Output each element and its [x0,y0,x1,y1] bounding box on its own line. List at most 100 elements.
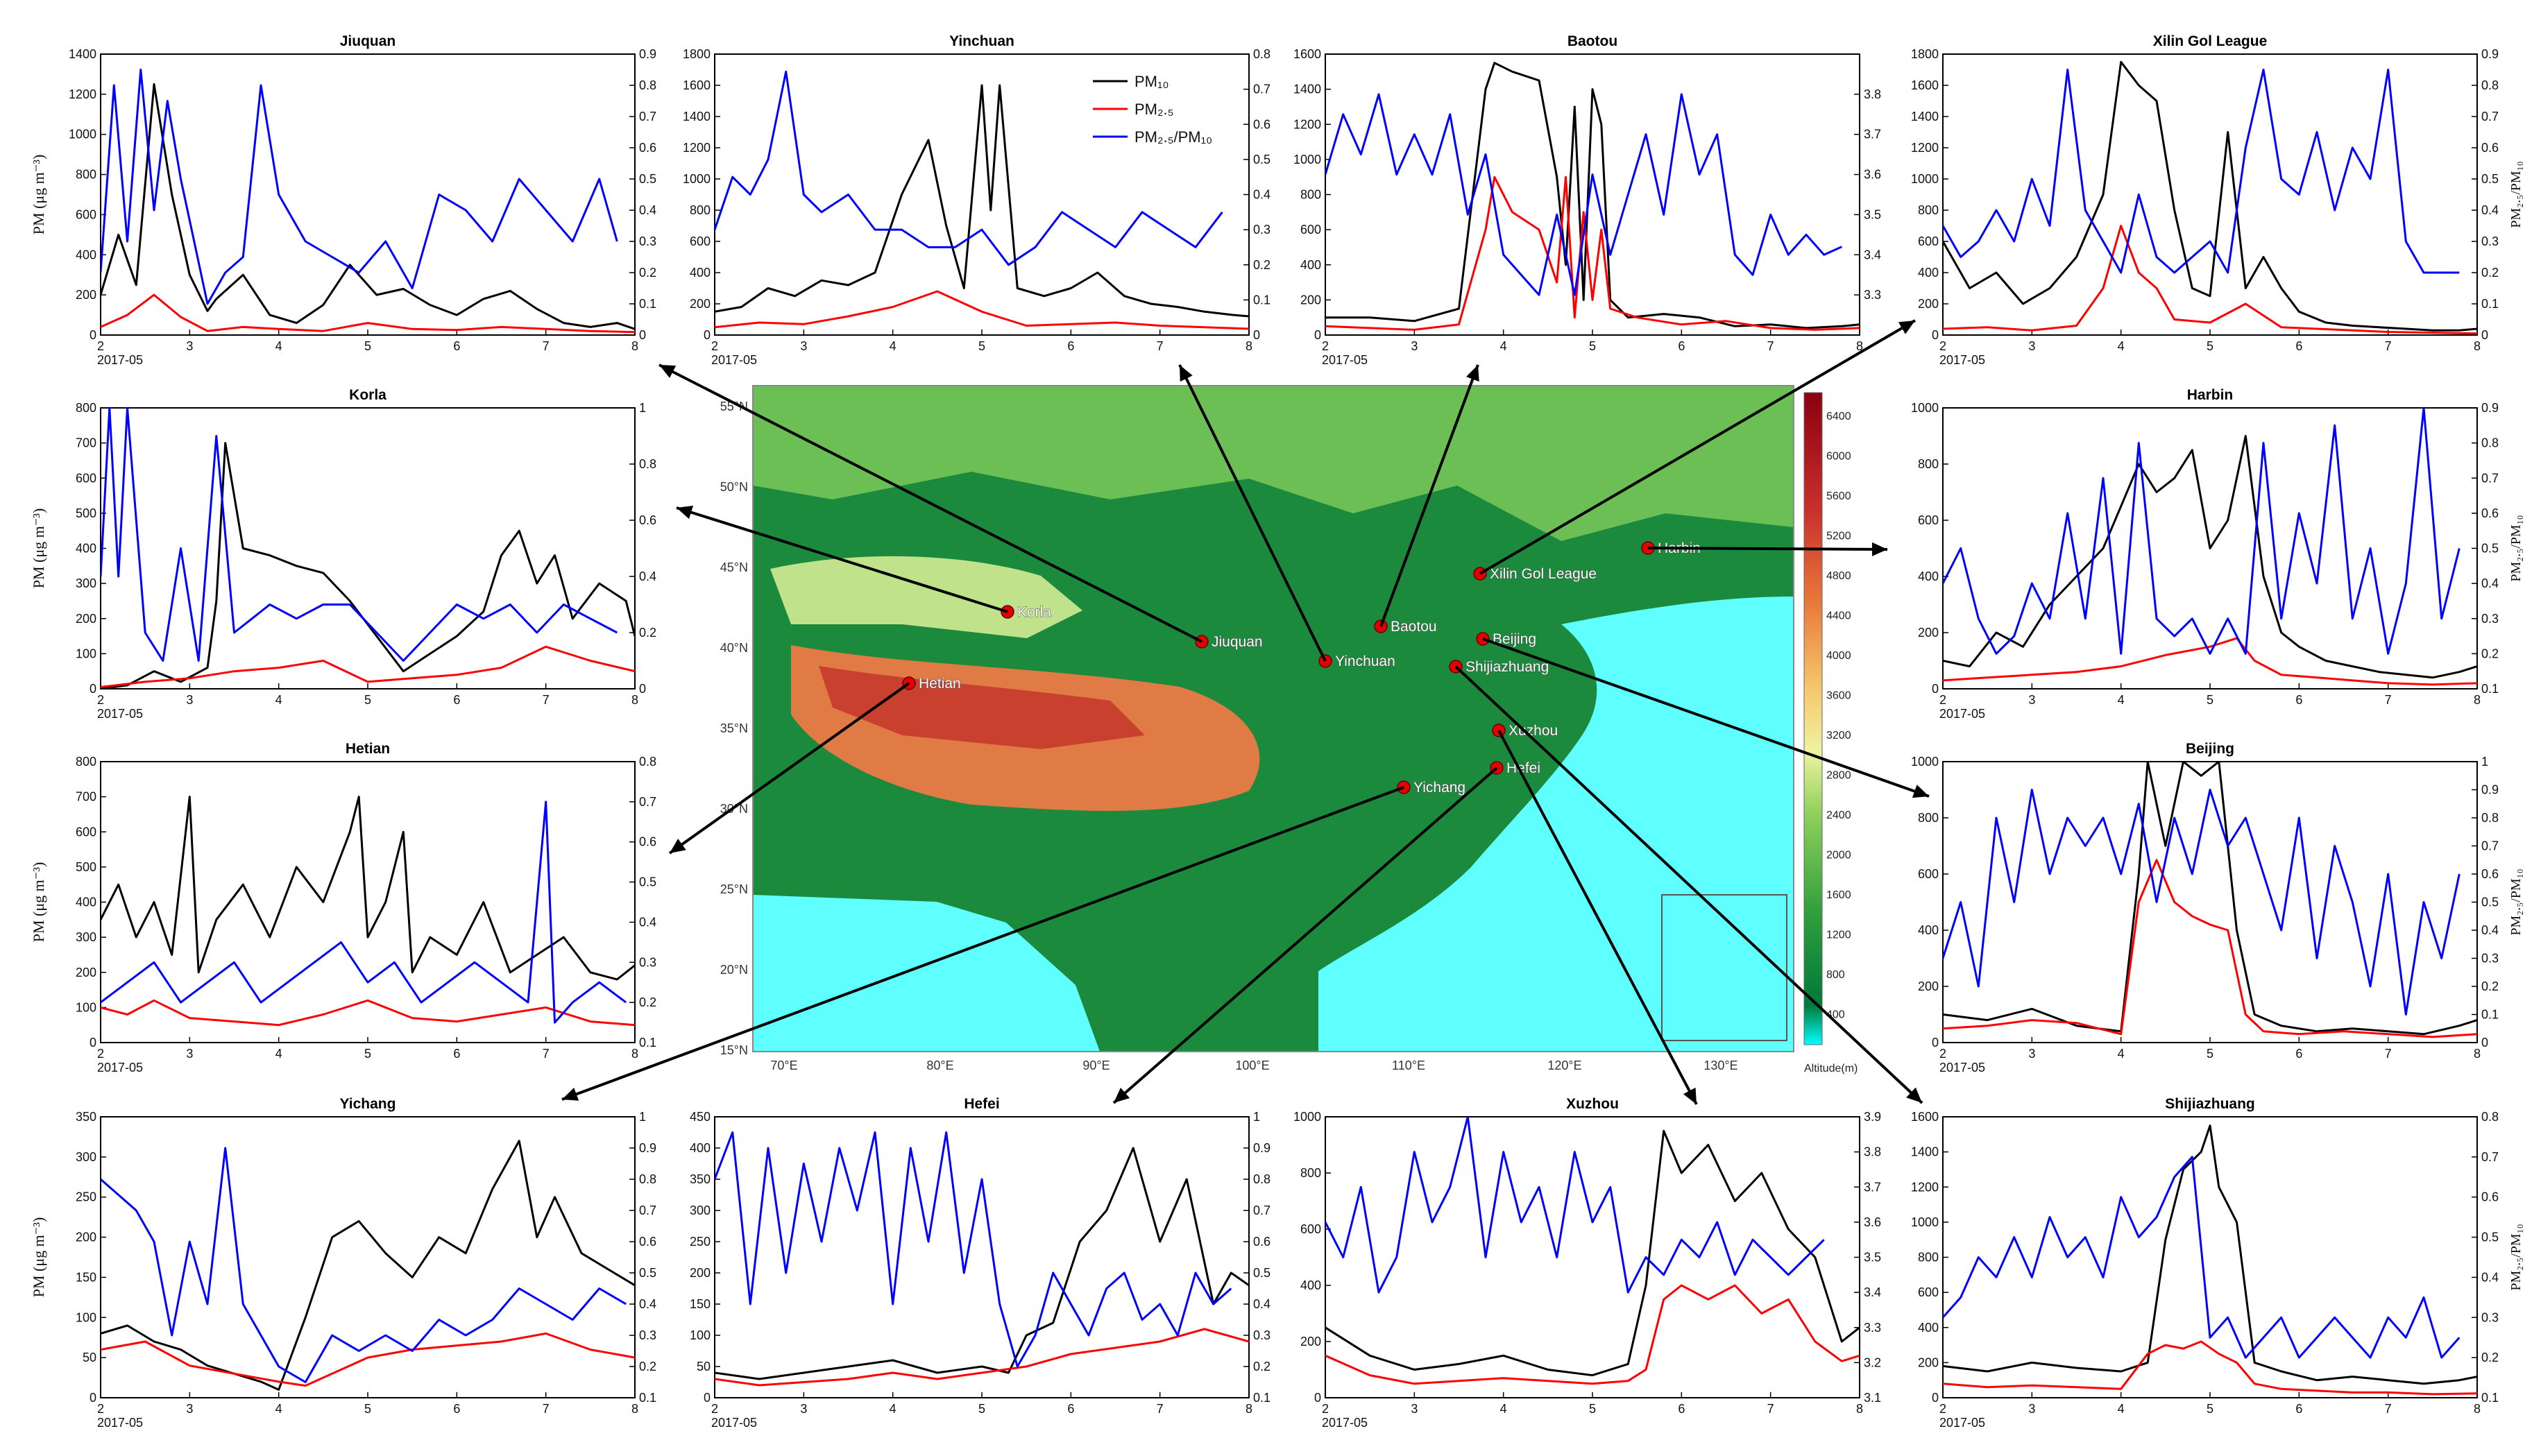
panel-jiuquan-y2tick-label: 0.3 [639,234,656,248]
panel-jiuquan-ytick-label: 1200 [69,87,96,101]
panel-baotou-y2tick-label: 3.5 [1864,207,1881,221]
panel-xuzhou: Xuzhou 2 3 4 5 6 7 8 2017-050 200 400 600 800 1000 3.1… [1293,1096,1881,1430]
panel-korla-title: Korla [349,387,386,403]
panel-hetian-ytick-label: 100 [76,1000,96,1014]
colorbar-ticks: 6400 6000 5600 5200 4800 4400 4000 3600 3200 2800… [1826,411,1851,1021]
panel-korla-ytick-label: 600 [76,471,96,485]
map-lat-tick-label: 55°N [720,400,748,413]
colorbar-tick-label: 2400 [1826,810,1851,821]
panel-beijing-ytick-label: 600 [1918,867,1939,881]
panel-beijing-y2tick-label: 0.1 [2481,1008,2499,1022]
panel-xuzhou-ytick-label: 200 [1300,1335,1321,1348]
panel-xilin-gol-league-xtick-label: 3 [2028,339,2035,353]
panel-hetian-ytick-label: 400 [76,896,96,909]
panel-shijiazhuang-xtick-label: 5 [2207,1402,2213,1416]
panel-harbin-xtick-label: 3 [2028,693,2035,707]
panel-baotou: Baotou 2 3 4 5 6 7 8 2017-050 200 400 600 800 1000 120… [1293,33,1881,367]
panel-shijiazhuang-y2tick-label: 0.3 [2481,1310,2499,1324]
arrow-harbin-head [1871,542,1887,556]
panel-hetian-y2tick-label: 0.2 [639,995,656,1009]
panel-yinchuan-series-ratio [715,70,1223,266]
panel-yinchuan-ytick-label: 400 [690,266,711,280]
colorbar-tick-label: 3200 [1826,730,1851,742]
panel-yichang-title: Yichang [340,1096,396,1112]
colorbar-tick-label: 800 [1826,969,1845,981]
panel-korla-y2tick-label: 0.8 [639,457,656,471]
panel-xilin-gol-league-xtick-label: 4 [2118,339,2125,353]
panel-yichang-plot-area [100,1116,636,1398]
panel-korla-y2tick-label: 0 [639,682,646,696]
panel-jiuquan-xtick-label: 2 [97,339,104,353]
panel-hefei-y2tick-label: 0.9 [1253,1141,1270,1155]
panel-hefei-ytick-label: 250 [690,1235,711,1249]
panel-harbin-series-ratio [1943,408,2461,655]
panel-harbin-date-label: 2017-05 [1939,707,1985,721]
panel-harbin-ytick-label: 200 [1918,626,1939,640]
panel-beijing-title: Beijing [2186,741,2234,757]
panel-hefei-ytick-label: 300 [690,1204,711,1217]
panel-harbin-ytick-label: 600 [1918,513,1939,527]
map-northern-plains [753,386,1794,541]
panel-jiuquan-title: Jiuquan [340,33,396,49]
panel-korla-ytick-label: 200 [76,612,96,626]
panel-jiuquan-y2tick-label: 0.5 [639,172,656,186]
panel-hefei: Hefei 2 3 4 5 6 7 8 2017-050 50 100 150 200 250 300 350… [690,1096,1270,1430]
panel-xilin-gol-league-ytick-label: 400 [1918,266,1939,280]
terrain-map: 70°E 80°E 90°E 100°E 110°E 120°E 130°E 55°N 50°… [720,385,1858,1074]
panel-yinchuan-y2tick-label: 0 [1253,328,1260,342]
panel-baotou-y2tick-label: 3.4 [1864,248,1881,262]
panel-yinchuan-y2tick-label: 0.3 [1253,223,1270,237]
panel-beijing-y2tick-label: 0.7 [2481,839,2499,853]
panel-xuzhou-y2tick-label: 3.8 [1864,1145,1881,1159]
panel-jiuquan-ytick-label: 600 [76,207,96,221]
panel-yichang-y2tick-label: 0.6 [639,1235,656,1249]
panel-baotou-y2tick-label: 3.7 [1864,128,1881,142]
panel-yichang-ylabel: PM (μg m⁻³) [30,1217,47,1298]
panel-yichang-ytick-label: 350 [76,1110,96,1124]
panel-hetian-ytick-label: 0 [90,1036,96,1050]
colorbar-tick-label: 5600 [1826,490,1851,502]
panel-shijiazhuang-plot-area [1942,1116,2478,1398]
panel-yinchuan-xtick-label: 4 [890,339,896,353]
panel-jiuquan-xtick-label: 3 [186,339,193,353]
panel-xilin-gol-league-ytick-label: 600 [1918,234,1939,248]
panel-korla-date-label: 2017-05 [97,707,143,721]
panel-yinchuan-xtick-label: 3 [800,339,807,353]
panel-yinchuan-ytick-label: 200 [690,297,711,311]
panel-xilin-gol-league-series-pm10 [1943,60,2477,332]
panel-hefei-y2tick-label: 0.7 [1253,1204,1270,1217]
panel-hetian-xtick-label: 5 [364,1047,371,1061]
panel-hetian-y2tick-label: 0.4 [639,915,656,929]
panel-hetian-ytick-label: 500 [76,860,96,874]
panel-yichang-xtick-label: 3 [186,1402,193,1416]
panel-hetian-series-pm10 [101,796,635,981]
colorbar-tick-label: 3600 [1826,690,1851,702]
panel-yichang-y2tick-label: 0.9 [639,1141,656,1155]
panel-beijing-y2tick-label: 1 [2481,755,2488,769]
panel-yichang-y2tick-label: 0.1 [639,1391,656,1405]
city-label-shijiazhuang: Shijiazhuang [1465,659,1549,675]
panel-yinchuan-y2tick-label: 0.7 [1253,83,1270,96]
city-label-hefei: Hefei [1506,760,1540,776]
panel-beijing-ytick-label: 200 [1918,979,1939,993]
panel-xuzhou-xtick-label: 6 [1678,1402,1685,1416]
panel-shijiazhuang-ytick-label: 0 [1932,1391,1939,1405]
panel-korla-xtick-label: 2 [97,693,104,707]
panel-yichang-series-pm10 [101,1140,635,1391]
panel-hetian-title: Hetian [346,741,390,757]
panel-beijing-xtick-label: 6 [2295,1047,2302,1061]
panel-korla-ytick-label: 0 [90,682,96,696]
panel-hetian-y2tick-label: 0.1 [639,1036,656,1050]
panel-hefei-xtick-label: 8 [1246,1402,1252,1416]
panel-harbin-xtick-label: 2 [1939,693,1946,707]
panel-jiuquan-y2tick-label: 0 [639,328,646,342]
panel-baotou-series-pm25 [1325,175,1860,331]
panel-hetian-xtick-label: 6 [453,1047,460,1061]
panel-hetian-xtick-label: 8 [631,1047,638,1061]
panel-yichang-ytick-label: 250 [76,1190,96,1204]
legend-ratio-label: PM₂.₅/PM₁₀ [1134,128,1212,146]
city-label-yinchuan: Yinchuan [1335,653,1395,669]
panel-baotou-series-pm10 [1325,62,1860,329]
